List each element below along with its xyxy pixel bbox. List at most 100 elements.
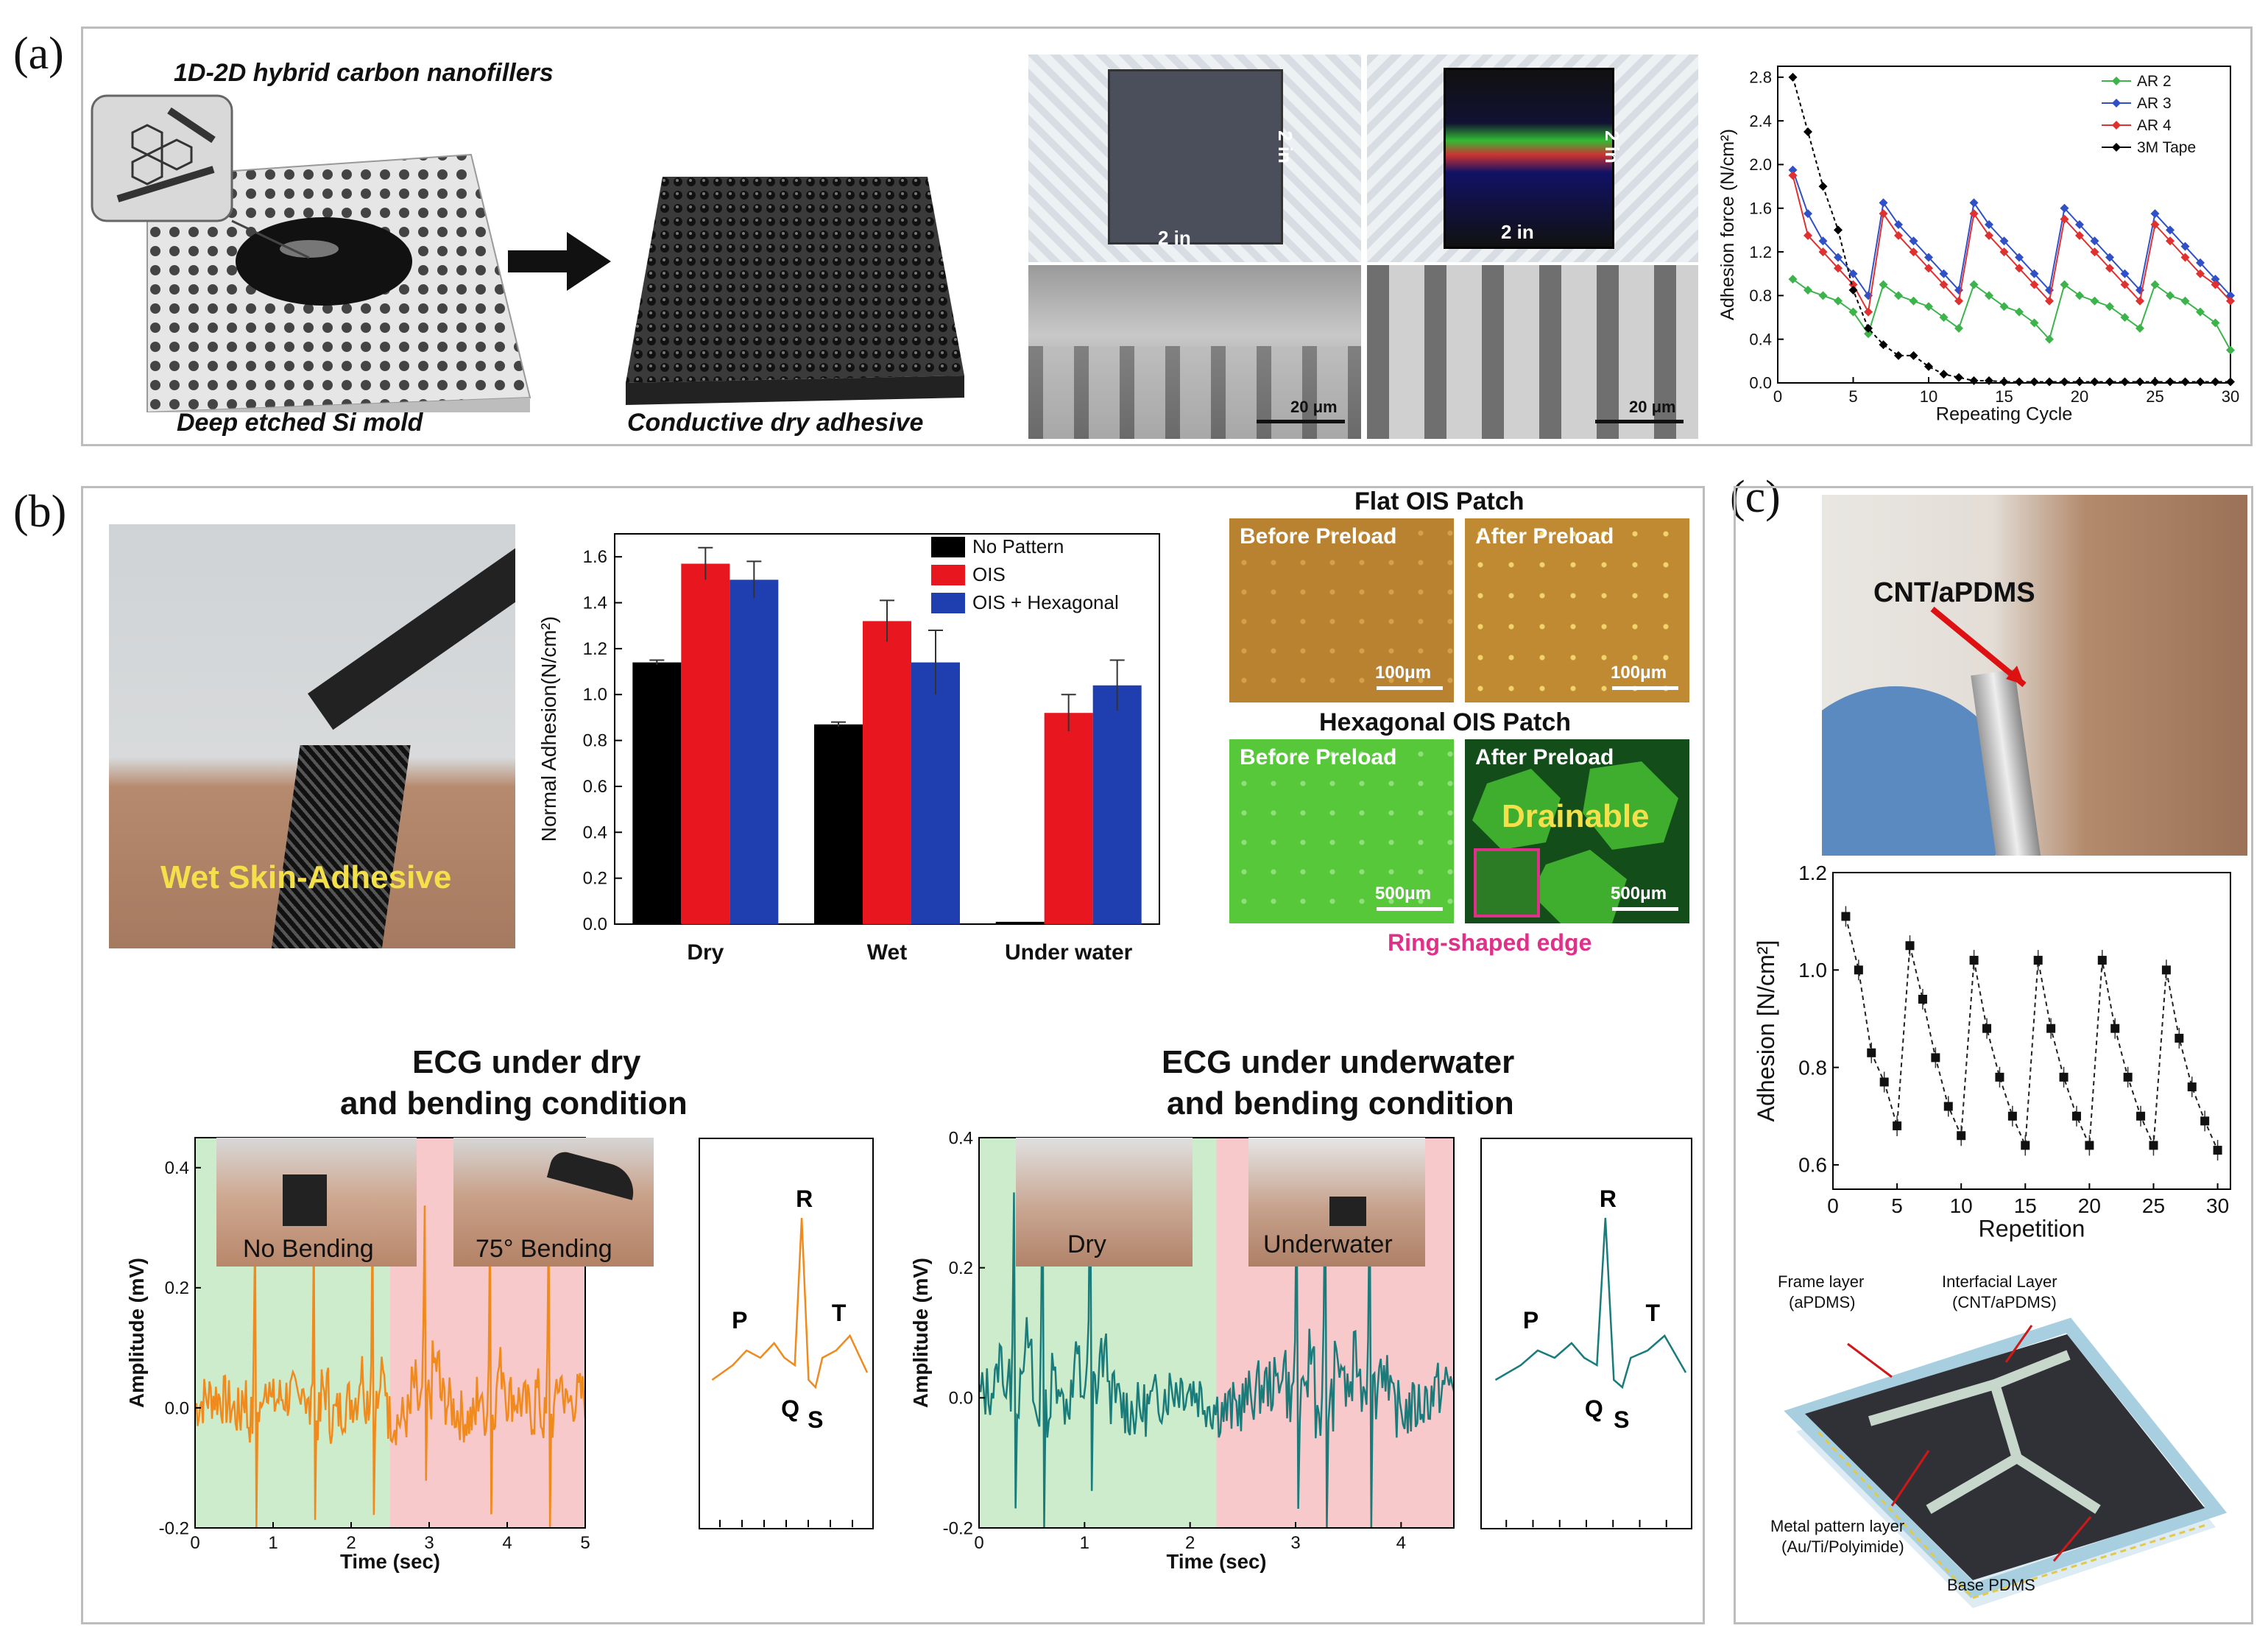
data-point [1931,1053,1940,1063]
data-point [1804,230,1812,240]
chart-normal-adhesion: 0.0 0.2 0.4 0.6 0.8 1.0 1.2 1.4 1.6 Normal Adhesi… [537,533,1160,965]
x-tick-label: 10 [1920,387,1937,406]
label-r: R [1600,1186,1617,1212]
data-point [1985,230,1993,240]
data-point [1788,171,1798,180]
data-point [2060,280,2069,289]
data-point [2196,377,2205,387]
x-tick-label: 1 [268,1533,278,1553]
scale-100-2: 100μm [1611,663,1667,683]
data-point [2211,318,2220,328]
data-point [2213,1146,2222,1155]
data-point [2180,377,2190,387]
x-tick-label: 3 [1290,1533,1300,1553]
data-point [2196,307,2205,317]
inset-75-bending: 75° Bending [453,1138,654,1267]
hex-before-label: Before Preload [1240,745,1397,769]
data-point [1804,209,1812,219]
zoom-frame [699,1138,874,1529]
bar-ois [863,621,911,924]
data-point [2075,220,2084,229]
data-point [1867,1048,1876,1057]
data-point [1879,1077,1889,1087]
x-category-label: Under water [1005,940,1133,965]
panel-b-frame [81,486,1705,1624]
y-tick-label: 0.2 [949,1258,973,1278]
data-point [1909,236,1918,246]
data-point [1909,351,1918,360]
y-tick-label: 1.2 [1798,862,1827,884]
layer-structure-diagram [1784,1317,2228,1608]
data-point [2149,1141,2158,1150]
legend-marker [2112,143,2121,152]
y-tick-label: -0.2 [159,1518,189,1538]
inset-no-bending: No Bending [216,1138,417,1267]
data-point [1804,127,1812,136]
data-point [1804,285,1812,295]
data-point [2021,1141,2030,1150]
x-tick-label: 2 [346,1533,356,1553]
data-point [1879,209,1888,219]
x-tick-label: 0 [1827,1194,1839,1217]
y-axis-label: Amplitude (mV) [909,1258,932,1408]
label-s: S [808,1406,823,1433]
data-point [2059,1072,2069,1082]
data-point [1788,72,1798,82]
bending-75-label: 75° Bending [476,1235,612,1263]
data-point [2226,377,2235,387]
y-tick-label: 0.6 [1798,1154,1827,1177]
data-point [1879,280,1888,289]
ring-edge-label: Ring-shaped edge [1388,929,1592,956]
data-point [2029,269,2039,278]
x-tick-label: 4 [1396,1533,1406,1553]
y-tick-label: 0.6 [583,777,607,797]
legend-swatch [931,537,965,557]
data-point [2166,377,2175,387]
y-tick-label: 1.2 [583,639,607,659]
data-point [2120,313,2130,323]
x-category-label: Wet [867,940,907,965]
drainable-label: Drainable [1502,798,1650,834]
data-point [1788,165,1798,175]
y-tick-label: 0.0 [583,915,607,934]
y-axis-label: Amplitude (mV) [125,1258,148,1408]
hex-after-photo: After Preload Drainable 500μm [1465,739,1689,923]
data-point [1969,280,1979,289]
data-point [1954,373,1963,382]
scale-500-2: 500μm [1611,884,1667,903]
x-tick-label: 25 [2142,1194,2165,1217]
data-point [1954,296,1963,306]
inset-underwater-label: Underwater [1263,1230,1393,1258]
data-point [2015,264,2024,273]
y-tick-label: 0.0 [949,1389,973,1409]
data-point [1995,1072,2004,1082]
x-category-label: Dry [687,940,724,965]
data-point [1999,377,2009,387]
x-tick-label: 1 [1080,1533,1089,1553]
legend-label: 3M Tape [2137,139,2196,156]
data-point [2045,296,2054,306]
flat-before-photo: Before Preload 100μm [1229,518,1454,702]
cnt-apdms-label: CNT/aPDMS [1873,577,2035,608]
y-tick-label: 0.4 [1749,330,1772,348]
data-point [1939,370,1949,379]
data-point [1879,198,1888,208]
data-point [2175,1033,2184,1043]
data-point [2180,242,2190,251]
data-point [2046,1024,2056,1033]
legend-marker [2112,121,2121,130]
data-point [2090,236,2099,246]
legend-label: AR 3 [2137,95,2172,112]
bar-ois-hexagonal [729,580,779,924]
y-tick-label: 1.6 [583,547,607,567]
data-point [1985,220,1993,229]
chart-adhesion-vs-cycle: 0 5 10 15 20 25 30 0.0 0.4 0.8 1.2 1.6 2.0 2.4 2.8 Repe… [1719,66,2239,425]
data-point [1924,253,1933,262]
data-point [1848,285,1858,295]
y-tick-label: 0.0 [165,1398,189,1418]
x-tick-label: 25 [2146,387,2163,406]
data-point [1879,340,1888,350]
data-point [2029,318,2039,328]
data-point [2007,1111,2017,1121]
y-tick-label: 2.8 [1749,68,1772,87]
